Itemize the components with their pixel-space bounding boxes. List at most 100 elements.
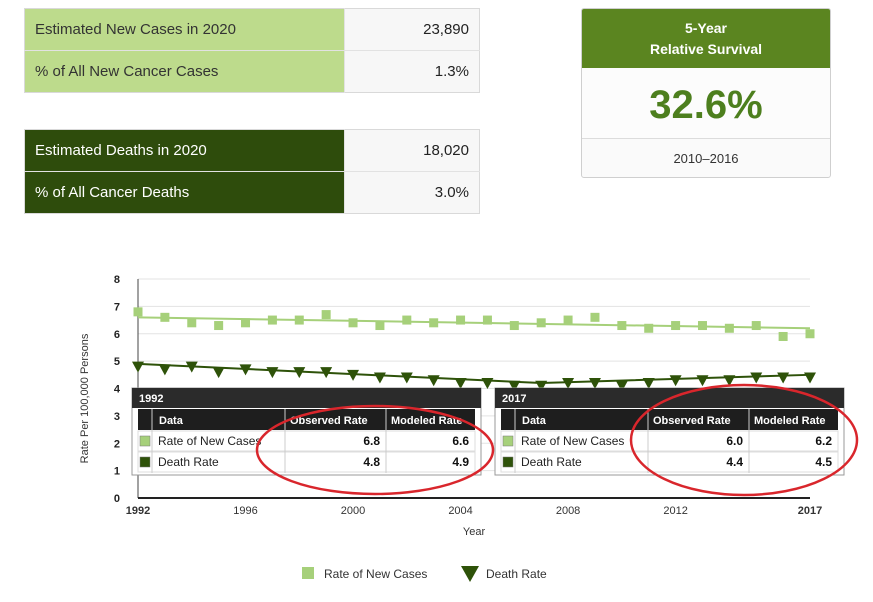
death-rate-point	[293, 367, 306, 379]
estimated-deaths-value: 18,020	[344, 129, 480, 172]
new-cases-point	[456, 315, 466, 325]
tooltip-layer: 1992 Data Observed Rate Modeled Rate Rate of…	[131, 387, 845, 476]
death-rate-point	[508, 380, 521, 392]
survival-title-line1: 5-Year	[684, 20, 728, 36]
new-cases-point	[348, 318, 358, 328]
tooltip-2017: 2017 Data Observed Rate Modeled Rate Rate of…	[494, 387, 845, 476]
new-cases-point	[482, 315, 492, 325]
death-rate-point	[642, 378, 655, 390]
trend-line	[137, 362, 811, 385]
tooltip-modeled-value: 4.5	[815, 455, 832, 469]
new-cases-point	[778, 331, 788, 341]
survival-box: 5-Year Relative Survival 32.6% 2010–2016	[581, 8, 831, 178]
tooltip-title-bar	[132, 388, 481, 408]
tooltip-row-label: Death Rate	[521, 455, 582, 469]
table-row: Estimated Deaths in 2020 18,020	[24, 129, 480, 172]
y-tick-label: 5	[114, 356, 120, 368]
death-rate-point	[535, 380, 548, 392]
tooltip-year: 2017	[502, 393, 526, 405]
new-cases-point	[724, 323, 734, 333]
new-cases-point	[321, 310, 331, 320]
survival-years: 2010–2016	[673, 151, 739, 166]
y-tick-label: 2	[114, 438, 120, 450]
new-cases-point	[294, 315, 304, 325]
new-cases-point	[187, 318, 197, 328]
tooltip-observed-value: 4.8	[363, 455, 380, 469]
tooltip-row	[137, 430, 476, 452]
new-cases-point	[805, 329, 815, 339]
axis-layer: 0 1 2 3 4 5 6 7 8 1992 1996 2000 2004 2008 2012 2017 Yea…	[79, 274, 822, 538]
death-rate-point	[562, 378, 575, 390]
survival-value: 32.6%	[582, 68, 830, 139]
new-cases-point	[214, 321, 224, 331]
new-cases-point	[590, 312, 600, 322]
y-tick-label: 0	[114, 493, 120, 505]
tooltip-row-label: Rate of New Cases	[521, 434, 624, 448]
death-rate-point	[185, 361, 198, 373]
tooltip-box	[131, 387, 482, 476]
new-cases-point	[402, 315, 412, 325]
x-tick-label: 2017	[798, 505, 822, 517]
death-rate-point	[588, 378, 601, 390]
death-rate-point	[239, 364, 252, 376]
table-row: Estimated New Cases in 2020 23,890	[24, 8, 480, 51]
survival-header: 5-Year Relative Survival	[582, 9, 830, 68]
table-row: % of All New Cancer Cases 1.3%	[24, 50, 480, 93]
new-cases-point	[644, 323, 654, 333]
death-rate-point	[212, 367, 225, 379]
death-rate-point	[158, 364, 171, 376]
y-axis-title: Rate Per 100,000 Persons	[79, 333, 91, 463]
estimated-new-cases-label: Estimated New Cases in 2020	[24, 8, 345, 51]
death-rate-point	[400, 372, 413, 384]
legend-layer: Rate of New Cases Death Rate	[302, 566, 547, 582]
tooltip-row	[137, 451, 476, 473]
tooltip-row-label: Rate of New Cases	[158, 434, 261, 448]
tooltip-observed-value: 4.4	[726, 455, 743, 469]
y-tick-label: 8	[114, 274, 120, 286]
death-rate-point	[723, 375, 736, 387]
new-cases-point	[429, 318, 439, 328]
tooltip-header-observed: Observed Rate	[653, 415, 731, 427]
tooltip-header-observed: Observed Rate	[290, 415, 368, 427]
table-row: % of All Cancer Deaths 3.0%	[24, 171, 480, 214]
tooltip-box	[494, 387, 845, 476]
tooltip-observed-value: 6.8	[363, 434, 380, 448]
pct-new-cases-label: % of All New Cancer Cases	[24, 50, 345, 93]
y-tick-label: 4	[114, 384, 121, 396]
estimated-new-cases-value: 23,890	[344, 8, 480, 51]
new-cases-point	[375, 321, 385, 331]
tooltip-header-data: Data	[522, 415, 547, 427]
tooltip-modeled-value: 6.6	[452, 434, 469, 448]
x-axis-title: Year	[463, 526, 486, 538]
new-cases-point	[563, 315, 573, 325]
tooltip-swatch	[502, 456, 514, 468]
death-rate-point	[347, 369, 360, 381]
new-cases-point	[617, 321, 627, 331]
x-tick-label: 2000	[341, 505, 365, 517]
annotation-circle	[255, 404, 495, 496]
tooltip-year: 1992	[139, 393, 163, 405]
trend-line	[137, 316, 811, 330]
tooltip-header-bar	[138, 409, 475, 430]
new-cases-point	[536, 318, 546, 328]
tooltip-header-data: Data	[159, 415, 184, 427]
x-tick-label: 2004	[448, 505, 472, 517]
legend-swatch-new-cases	[302, 567, 314, 579]
tooltip-swatch	[139, 456, 151, 468]
annotation-layer	[255, 383, 859, 497]
grid-layer	[138, 278, 810, 472]
new-cases-point	[671, 321, 681, 331]
death-rate-point	[669, 375, 682, 387]
pct-deaths-label: % of All Cancer Deaths	[24, 171, 345, 214]
x-tick-label: 2008	[556, 505, 580, 517]
annotation-circle	[629, 383, 859, 497]
new-cases-point	[751, 321, 761, 331]
pct-new-cases-value: 1.3%	[344, 50, 480, 93]
y-tick-label: 3	[114, 411, 120, 423]
new-cases-table: Estimated New Cases in 2020 23,890 % of …	[24, 8, 480, 93]
y-tick-label: 7	[114, 301, 120, 313]
legend-label-death-rate: Death Rate	[486, 567, 547, 581]
death-rate-point	[373, 372, 386, 384]
death-rate-point	[750, 372, 763, 384]
y-tick-label: 1	[114, 466, 120, 478]
